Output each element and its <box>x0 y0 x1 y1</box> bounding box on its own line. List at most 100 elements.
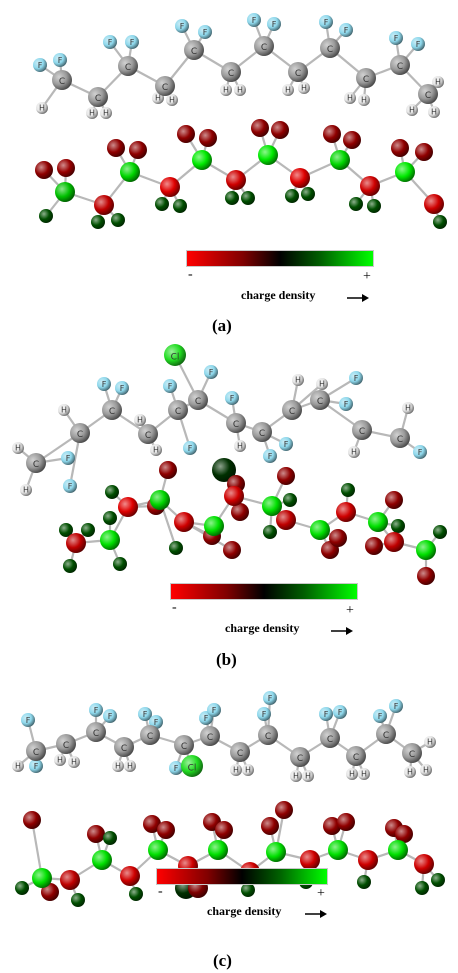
c-charge-sub-atom-4 <box>87 825 105 843</box>
b-charge-atom-7 <box>262 496 282 516</box>
a-chain-f-atom-1-label: F <box>58 56 63 65</box>
b-chain-h-atom-1 <box>20 484 32 496</box>
a-chain-h-atom-3-label: H <box>89 108 95 117</box>
c-charge-sub-atom-15 <box>275 801 293 819</box>
c-chain-f-atom-17-label: F <box>262 710 267 719</box>
a-chain-f-atom-5 <box>103 35 117 49</box>
b-chain-f-atom-23 <box>413 445 427 459</box>
b-charge-sub-atom-3 <box>103 511 117 525</box>
a-charge-atom-6 <box>258 145 278 165</box>
c-chain-carbon-atom-12 <box>376 724 396 744</box>
b-charge-atom-9 <box>310 520 330 540</box>
c-chain-h-atom-28 <box>404 766 416 778</box>
c-charge-atom-3 <box>120 866 140 886</box>
panel-b-caption: (b) <box>216 650 237 669</box>
b-charge-sub-atom-21 <box>391 519 405 533</box>
a-charge-sub-atom-13 <box>251 119 269 137</box>
a-chain-carbon-atom-4 <box>184 40 204 60</box>
c-chain-f-atom-25 <box>373 709 387 723</box>
b-chain-f-atom-13-label: F <box>230 394 235 403</box>
c-chain-h-atom-15 <box>230 764 242 776</box>
c-chain-f-atom-0-label: F <box>26 716 31 725</box>
panel-c-caption: (c) <box>213 951 232 970</box>
a-chain-carbon-atom-6 <box>254 36 274 56</box>
b-chain-f-atom-2-label: F <box>66 454 71 463</box>
c-charge-sub-atom-13 <box>241 883 255 897</box>
a-charge-sub-atom-10 <box>199 129 217 147</box>
c-chain-carbon-atom-8 <box>258 725 278 745</box>
c-charge-atom-6 <box>208 840 228 860</box>
b-charge-sub-atom-24 <box>433 525 447 539</box>
a-chain-carbon-atom-3 <box>155 76 175 96</box>
c-chain-f-atom-5-label: F <box>94 706 99 715</box>
a-charge-sub-atom-21 <box>391 139 409 157</box>
b-chain-h-atom-3 <box>58 404 70 416</box>
b-chain-h-atom-1-label: H <box>23 485 29 494</box>
b-chain-f-atom-9 <box>163 379 177 393</box>
c-chain-f-atom-11-label: F <box>174 764 179 773</box>
c-charge-atom-10 <box>328 840 348 860</box>
c-chain-h-atom-7 <box>112 760 124 772</box>
a-chain-h-atom-8-label: H <box>169 95 175 104</box>
b-chain-carbon-atom-8-label: C <box>289 407 295 417</box>
a-chain-f-atom-13-label: F <box>252 16 257 25</box>
a-chain-h-atom-25 <box>428 106 440 118</box>
c-chain-h-atom-27-label: H <box>427 737 433 746</box>
b-chain-f-atom-9-label: F <box>168 382 173 391</box>
b-chain-h-atom-3-label: H <box>61 405 67 414</box>
a-chain-h-atom-4-label: H <box>103 108 109 117</box>
c-chain-carbon-atom-7-label: C <box>237 749 243 759</box>
panel-b-plus-label: + <box>346 603 354 618</box>
c-chain-f-atom-13-label: F <box>204 714 209 723</box>
c-chain-h-atom-27 <box>424 736 436 748</box>
a-chain-f-atom-14-label: F <box>272 20 277 29</box>
a-charge-atom-5 <box>226 170 246 190</box>
a-chain-carbon-atom-7 <box>288 62 308 82</box>
b-charge-sub-atom-14 <box>277 467 295 485</box>
b-chain-f-atom-15 <box>263 449 277 463</box>
c-charge-sub-atom-22 <box>415 881 429 895</box>
a-chain-h-atom-16-label: H <box>301 83 307 92</box>
a-chain-f-atom-21-label: F <box>394 34 399 43</box>
a-chain-carbon-atom-9-label: C <box>363 75 369 85</box>
b-charge-sub-atom-10 <box>223 541 241 559</box>
c-chain-cl-atom-12-label: Cl <box>188 763 197 773</box>
c-charge-atom-11 <box>358 850 378 870</box>
a-charge-sub-atom-20 <box>367 199 381 213</box>
a-chain-f-atom-9-label: F <box>180 22 185 31</box>
c-chain-h-atom-29 <box>420 764 432 776</box>
c-chain-h-atom-24-label: H <box>361 769 367 778</box>
a-chain-h-atom-16 <box>298 82 310 94</box>
c-chain-f-atom-22 <box>333 705 347 719</box>
c-chain-carbon-atom-9-label: C <box>297 754 303 764</box>
b-chain-h-atom-22-label: H <box>405 403 411 412</box>
c-chain-carbon-atom-10-label: C <box>327 735 333 745</box>
c-charge-atom-4 <box>148 840 168 860</box>
a-chain-f-atom-18 <box>339 23 353 37</box>
c-chain-h-atom-29-label: H <box>423 765 429 774</box>
c-chain-f-atom-9-label: F <box>143 710 148 719</box>
b-charge-sub-atom-11 <box>212 458 236 482</box>
b-chain-carbon-atom-11-label: C <box>397 435 403 445</box>
b-chain-carbon-atom-0-label: C <box>33 460 39 470</box>
a-chain-h-atom-24-label: H <box>409 105 415 114</box>
b-chain-cl-atom-11 <box>164 344 186 366</box>
c-chain-h-atom-2 <box>12 760 24 772</box>
c-chain-carbon-atom-2 <box>86 722 106 742</box>
c-chain-carbon-atom-8-label: C <box>265 732 271 742</box>
c-chain-carbon-atom-3 <box>114 737 134 757</box>
b-chain-h-atom-18 <box>316 378 328 390</box>
a-chain-h-atom-25-label: H <box>431 107 437 116</box>
c-charge-sub-atom-1 <box>15 881 29 895</box>
b-chain-h-atom-0-label: H <box>15 443 21 452</box>
b-chain-f-atom-12-label: F <box>209 368 214 377</box>
panel-b-charge-density-label: charge density <box>225 621 300 635</box>
a-chain-h-atom-20 <box>358 94 370 106</box>
panel-b-charge-colorbar <box>170 583 358 600</box>
a-charge-sub-atom-4 <box>111 213 125 227</box>
b-chain-h-atom-21 <box>348 446 360 458</box>
a-chain-h-atom-2-label: H <box>39 103 45 112</box>
a-charge-sub-atom-2 <box>39 209 53 223</box>
panel-c-minus-label: - <box>158 884 163 899</box>
